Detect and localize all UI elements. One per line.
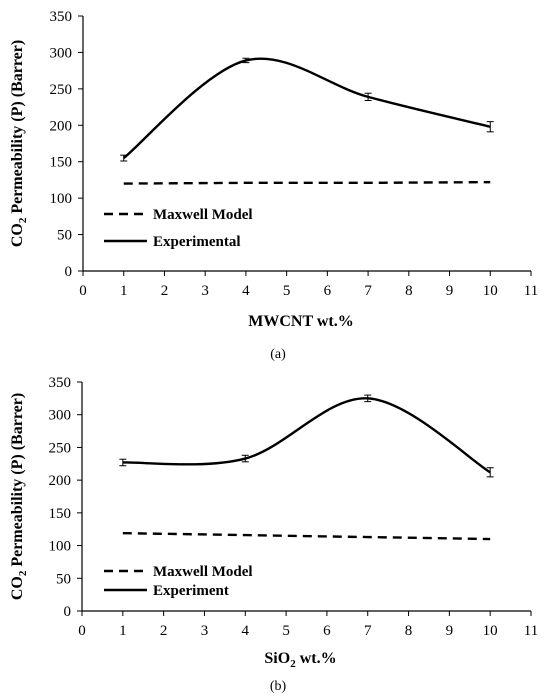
y-tick-label: 50 [57, 228, 72, 244]
y-axis-title: CO2 Permeability (P) (Barrer) [9, 393, 29, 600]
x-tick-label: 7 [364, 623, 372, 639]
x-tick-label: 6 [324, 283, 332, 299]
x-tick-label: 5 [283, 283, 291, 299]
y-axis-title: CO2 Permeability (P) (Barrer) [9, 40, 29, 247]
experimental-line [122, 397, 491, 474]
x-tick-label: 3 [201, 623, 209, 639]
x-axis-title: SiO2 wt.% [264, 650, 336, 670]
y-tick-label: 100 [49, 539, 72, 555]
x-tick-label: 0 [79, 283, 87, 299]
y-tick-label: 300 [49, 408, 72, 424]
chart-panel-b: 0 50 100 150 200 250 300 350 0 1 2 3 4 5 6 7 8 9 10 11 Maxwe… [9, 375, 538, 694]
x-tick-label: 3 [201, 283, 209, 299]
error-bar [120, 154, 128, 162]
legend-label: Experimental [153, 234, 241, 250]
x-tick-label: 0 [78, 623, 86, 639]
x-tick-label: 10 [483, 623, 498, 639]
y-tick-label: 200 [49, 473, 72, 489]
y-tick-label: 200 [50, 118, 73, 134]
x-axis-title: MWCNT wt.% [248, 313, 353, 330]
x-tick-label: 9 [446, 283, 454, 299]
x-tick-label: 8 [405, 623, 413, 639]
x-tick-label: 7 [364, 283, 372, 299]
x-tick-label: 2 [161, 283, 169, 299]
y-tick-label: 350 [50, 9, 73, 25]
y-tick-label: 150 [49, 506, 72, 522]
y-tick-label: 300 [50, 45, 73, 61]
y-tick-label: 250 [50, 82, 73, 98]
y-tick-label: 100 [50, 191, 73, 207]
x-tick-label: 2 [160, 623, 168, 639]
x-tick-label: 11 [524, 283, 538, 299]
x-tick-label: 6 [323, 623, 331, 639]
experimental-line [122, 57, 491, 160]
x-tick-label: 10 [483, 283, 498, 299]
maxwell-model-line [123, 180, 491, 185]
y-tick-label: 50 [56, 571, 71, 587]
y-tick-label: 350 [49, 375, 72, 391]
y-tick-label: 150 [50, 155, 73, 171]
error-bar [364, 394, 372, 403]
y-tick-label: 0 [64, 604, 72, 620]
x-tick-label: 5 [282, 623, 290, 639]
x-tick-label: 11 [524, 623, 538, 639]
legend-label: Maxwell Model [153, 564, 253, 580]
y-tick-label: 250 [49, 440, 72, 456]
x-tick-label: 1 [119, 623, 127, 639]
x-tick-label: 4 [242, 623, 250, 639]
x-tick-label: 8 [405, 283, 413, 299]
y-tick-label: 0 [65, 264, 73, 280]
error-bar [242, 57, 250, 64]
x-tick-label: 9 [446, 623, 454, 639]
panel-caption: (b) [270, 679, 287, 694]
maxwell-model-line [122, 531, 491, 541]
error-bar [241, 454, 249, 463]
legend-label: Experiment [153, 583, 229, 599]
legend-label: Maxwell Model [153, 207, 253, 223]
panel-caption: (a) [270, 347, 286, 362]
x-tick-label: 1 [120, 283, 128, 299]
error-bar [486, 467, 494, 478]
error-bar [486, 121, 494, 133]
x-tick-label: 4 [242, 283, 250, 299]
chart-panel-a: 0 50 100 150 200 250 300 350 0 1 2 3 4 5 6 7 8 9 10 11 Maxwe… [9, 9, 538, 362]
error-bar [119, 458, 127, 467]
error-bar [364, 92, 372, 102]
